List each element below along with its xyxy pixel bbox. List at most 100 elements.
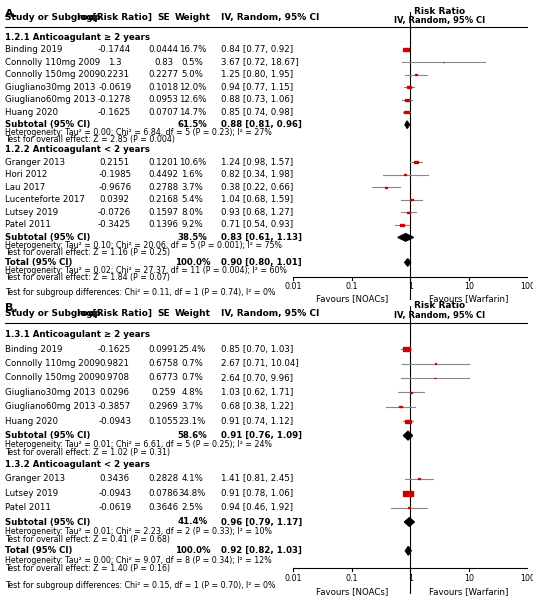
Text: 0.1396: 0.1396 — [149, 220, 179, 229]
Text: 41.4%: 41.4% — [177, 517, 207, 527]
Text: 3.7%: 3.7% — [181, 402, 204, 412]
Text: Patel 2011: Patel 2011 — [5, 503, 51, 512]
Bar — [410, 199, 413, 200]
Bar — [434, 363, 436, 364]
Text: 16.7%: 16.7% — [179, 45, 206, 54]
Polygon shape — [406, 547, 411, 555]
Text: Subtotal (95% CI): Subtotal (95% CI) — [5, 120, 91, 129]
Text: 0.259: 0.259 — [151, 388, 176, 397]
Text: 0.90 [0.80, 1.01]: 0.90 [0.80, 1.01] — [221, 258, 302, 267]
Text: Giugliano30mg 2013: Giugliano30mg 2013 — [5, 388, 96, 397]
Text: Huang 2020: Huang 2020 — [5, 416, 58, 426]
Text: Giugliano30mg 2013: Giugliano30mg 2013 — [5, 83, 96, 92]
Text: Huang 2020: Huang 2020 — [5, 107, 58, 116]
Text: 0.2151: 0.2151 — [100, 158, 130, 167]
Text: Heterogeneity: Tau² = 0.01; Chi² = 6.61, df = 5 (P = 0.25); I² = 24%: Heterogeneity: Tau² = 0.01; Chi² = 6.61,… — [5, 440, 272, 449]
Text: 58.6%: 58.6% — [177, 431, 207, 440]
Polygon shape — [403, 431, 413, 440]
Text: Connolly 150mg 2009: Connolly 150mg 2009 — [5, 70, 100, 79]
Text: Test for subgroup differences: Chi² = 0.15, df = 1 (P = 0.70), I² = 0%: Test for subgroup differences: Chi² = 0.… — [5, 581, 276, 590]
Text: Total (95% CI): Total (95% CI) — [5, 258, 72, 267]
Text: 0.83 [0.61, 1.13]: 0.83 [0.61, 1.13] — [221, 233, 302, 242]
Text: 0.1: 0.1 — [345, 283, 358, 292]
Bar — [399, 406, 402, 407]
Text: 12.0%: 12.0% — [179, 83, 206, 92]
Text: -0.0619: -0.0619 — [98, 503, 131, 512]
Text: 1.24 [0.98, 1.57]: 1.24 [0.98, 1.57] — [221, 158, 293, 167]
Text: IV, Random, 95% CI: IV, Random, 95% CI — [221, 308, 320, 317]
Text: IV, Random, 95% CI: IV, Random, 95% CI — [221, 13, 320, 22]
Text: 0.2969: 0.2969 — [149, 402, 179, 412]
Text: Subtotal (95% CI): Subtotal (95% CI) — [5, 431, 91, 440]
Text: 0.85 [0.74, 0.98]: 0.85 [0.74, 0.98] — [221, 107, 293, 116]
Bar — [410, 392, 413, 393]
Text: Weight: Weight — [174, 308, 211, 317]
Text: Patel 2011: Patel 2011 — [5, 220, 51, 229]
Text: SE: SE — [157, 308, 170, 317]
Text: 0.91 [0.74, 1.12]: 0.91 [0.74, 1.12] — [221, 416, 293, 426]
Bar — [405, 419, 411, 423]
Text: 0.01: 0.01 — [285, 574, 302, 583]
Text: 0.94 [0.77, 1.15]: 0.94 [0.77, 1.15] — [221, 83, 293, 92]
Text: 0.3436: 0.3436 — [100, 474, 130, 484]
Text: IV, Random, 95% CI: IV, Random, 95% CI — [394, 16, 485, 25]
Text: Test for overall effect: Z = 2.85 (P = 0.004): Test for overall effect: Z = 2.85 (P = 0… — [5, 135, 175, 144]
Text: 0.91 [0.78, 1.06]: 0.91 [0.78, 1.06] — [221, 488, 293, 498]
Text: -0.9676: -0.9676 — [98, 183, 131, 192]
Text: Subtotal (95% CI): Subtotal (95% CI) — [5, 517, 91, 527]
Text: 23.1%: 23.1% — [179, 416, 206, 426]
Text: 5.4%: 5.4% — [181, 196, 204, 205]
Text: Test for overall effect: Z = 1.84 (P = 0.07): Test for overall effect: Z = 1.84 (P = 0… — [5, 273, 170, 282]
Text: -0.1625: -0.1625 — [98, 107, 131, 116]
Text: 10: 10 — [464, 574, 474, 583]
Text: Test for overall effect: Z = 1.16 (P = 0.25): Test for overall effect: Z = 1.16 (P = 0… — [5, 248, 171, 257]
Text: Heterogeneity: Tau² = 0.00; Chi² = 6.84, df = 5 (P = 0.23); I² = 27%: Heterogeneity: Tau² = 0.00; Chi² = 6.84,… — [5, 128, 272, 137]
Text: 100: 100 — [520, 283, 533, 292]
Text: Binding 2019: Binding 2019 — [5, 344, 63, 354]
Text: -0.1744: -0.1744 — [98, 45, 131, 54]
Text: 14.7%: 14.7% — [179, 107, 206, 116]
Text: 0.0786: 0.0786 — [149, 488, 179, 498]
Text: 0.96 [0.79, 1.17]: 0.96 [0.79, 1.17] — [221, 517, 302, 527]
Text: 0.84 [0.77, 0.92]: 0.84 [0.77, 0.92] — [221, 45, 293, 54]
Text: 0.85 [0.70, 1.03]: 0.85 [0.70, 1.03] — [221, 344, 294, 354]
Text: Favours [Warfarin]: Favours [Warfarin] — [430, 587, 508, 596]
Text: 0.0296: 0.0296 — [100, 388, 130, 397]
Bar — [404, 111, 409, 113]
Text: 0.1018: 0.1018 — [149, 83, 179, 92]
Text: Lutsey 2019: Lutsey 2019 — [5, 488, 59, 498]
Text: 1.03 [0.62, 1.71]: 1.03 [0.62, 1.71] — [221, 388, 294, 397]
Bar — [407, 212, 410, 213]
Bar — [414, 161, 418, 163]
Text: 0.1597: 0.1597 — [149, 208, 179, 217]
Text: 0.9708: 0.9708 — [100, 373, 130, 383]
Polygon shape — [405, 518, 415, 526]
Text: 0.94 [0.46, 1.92]: 0.94 [0.46, 1.92] — [221, 503, 293, 512]
Text: Study or Subgroup: Study or Subgroup — [5, 13, 101, 22]
Text: 2.5%: 2.5% — [181, 503, 204, 512]
Text: 0.88 [0.81, 0.96]: 0.88 [0.81, 0.96] — [221, 120, 302, 129]
Text: -0.0619: -0.0619 — [98, 83, 131, 92]
Bar — [403, 491, 413, 496]
Text: Connolly 110mg 2009: Connolly 110mg 2009 — [5, 359, 100, 368]
Bar — [434, 377, 436, 379]
Text: Giugliano60mg 2013: Giugliano60mg 2013 — [5, 402, 96, 412]
Text: 0.0953: 0.0953 — [149, 95, 179, 104]
Text: 0.6773: 0.6773 — [149, 373, 179, 383]
Text: -0.0943: -0.0943 — [98, 416, 131, 426]
Text: 0.9821: 0.9821 — [100, 359, 130, 368]
Text: -0.3425: -0.3425 — [98, 220, 131, 229]
Text: Connolly 110mg 2009: Connolly 110mg 2009 — [5, 58, 100, 67]
Text: 0.0444: 0.0444 — [149, 45, 179, 54]
Text: log[Risk Ratio]: log[Risk Ratio] — [77, 13, 152, 22]
Text: 1.3.1 Anticoagulant ≥ 2 years: 1.3.1 Anticoagulant ≥ 2 years — [5, 330, 150, 340]
Text: Granger 2013: Granger 2013 — [5, 158, 66, 167]
Text: Risk Ratio: Risk Ratio — [414, 301, 465, 310]
Bar — [385, 187, 387, 188]
Text: Heterogeneity: Tau² = 0.10; Chi² = 20.06, df = 5 (P = 0.001); I² = 75%: Heterogeneity: Tau² = 0.10; Chi² = 20.06… — [5, 241, 282, 250]
Text: Heterogeneity: Tau² = 0.01; Chi² = 2.23, df = 2 (P = 0.33); I² = 10%: Heterogeneity: Tau² = 0.01; Chi² = 2.23,… — [5, 527, 272, 536]
Text: 0.68 [0.38, 1.22]: 0.68 [0.38, 1.22] — [221, 402, 294, 412]
Text: 1.6%: 1.6% — [181, 170, 204, 179]
Text: Test for overall effect: Z = 1.02 (P = 0.31): Test for overall effect: Z = 1.02 (P = 0… — [5, 448, 171, 457]
Text: 61.5%: 61.5% — [177, 120, 207, 129]
